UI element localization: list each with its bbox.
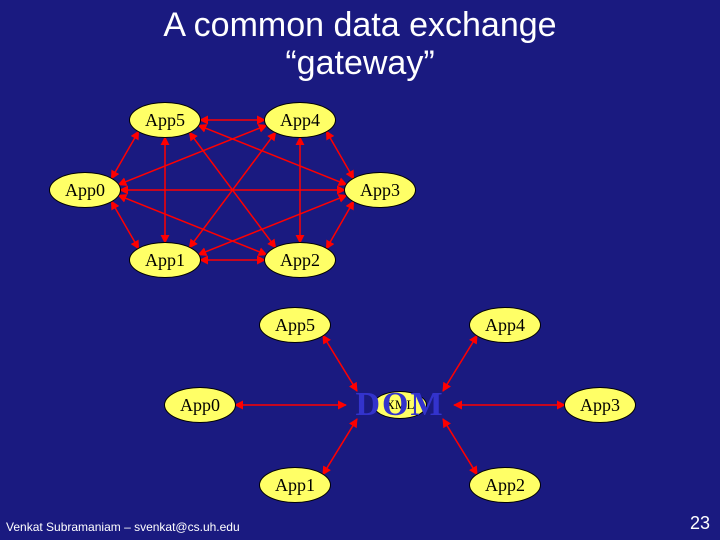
mesh-node-app5: App5 [129, 102, 201, 138]
mesh-node-app4: App4 [264, 102, 336, 138]
hub-node-app1: App1 [259, 467, 331, 503]
hub-node-app0: App0 [164, 387, 236, 423]
dom-hub-text: DOM [355, 386, 444, 424]
mesh-node-app0: App0 [49, 172, 121, 208]
page-number: 23 [690, 513, 710, 534]
footer-credit: Venkat Subramaniam – svenkat@cs.uh.edu [6, 520, 240, 534]
mesh-node-app1: App1 [129, 242, 201, 278]
mesh-node-app3: App3 [344, 172, 416, 208]
slide-title-line2: “gateway” [0, 44, 720, 83]
hub-node-app2: App2 [469, 467, 541, 503]
hub-node-app3: App3 [564, 387, 636, 423]
slide-title-line1: A common data exchange [0, 6, 720, 45]
hub-node-app4: App4 [469, 307, 541, 343]
hub-node-app5: App5 [259, 307, 331, 343]
mesh-node-app2: App2 [264, 242, 336, 278]
